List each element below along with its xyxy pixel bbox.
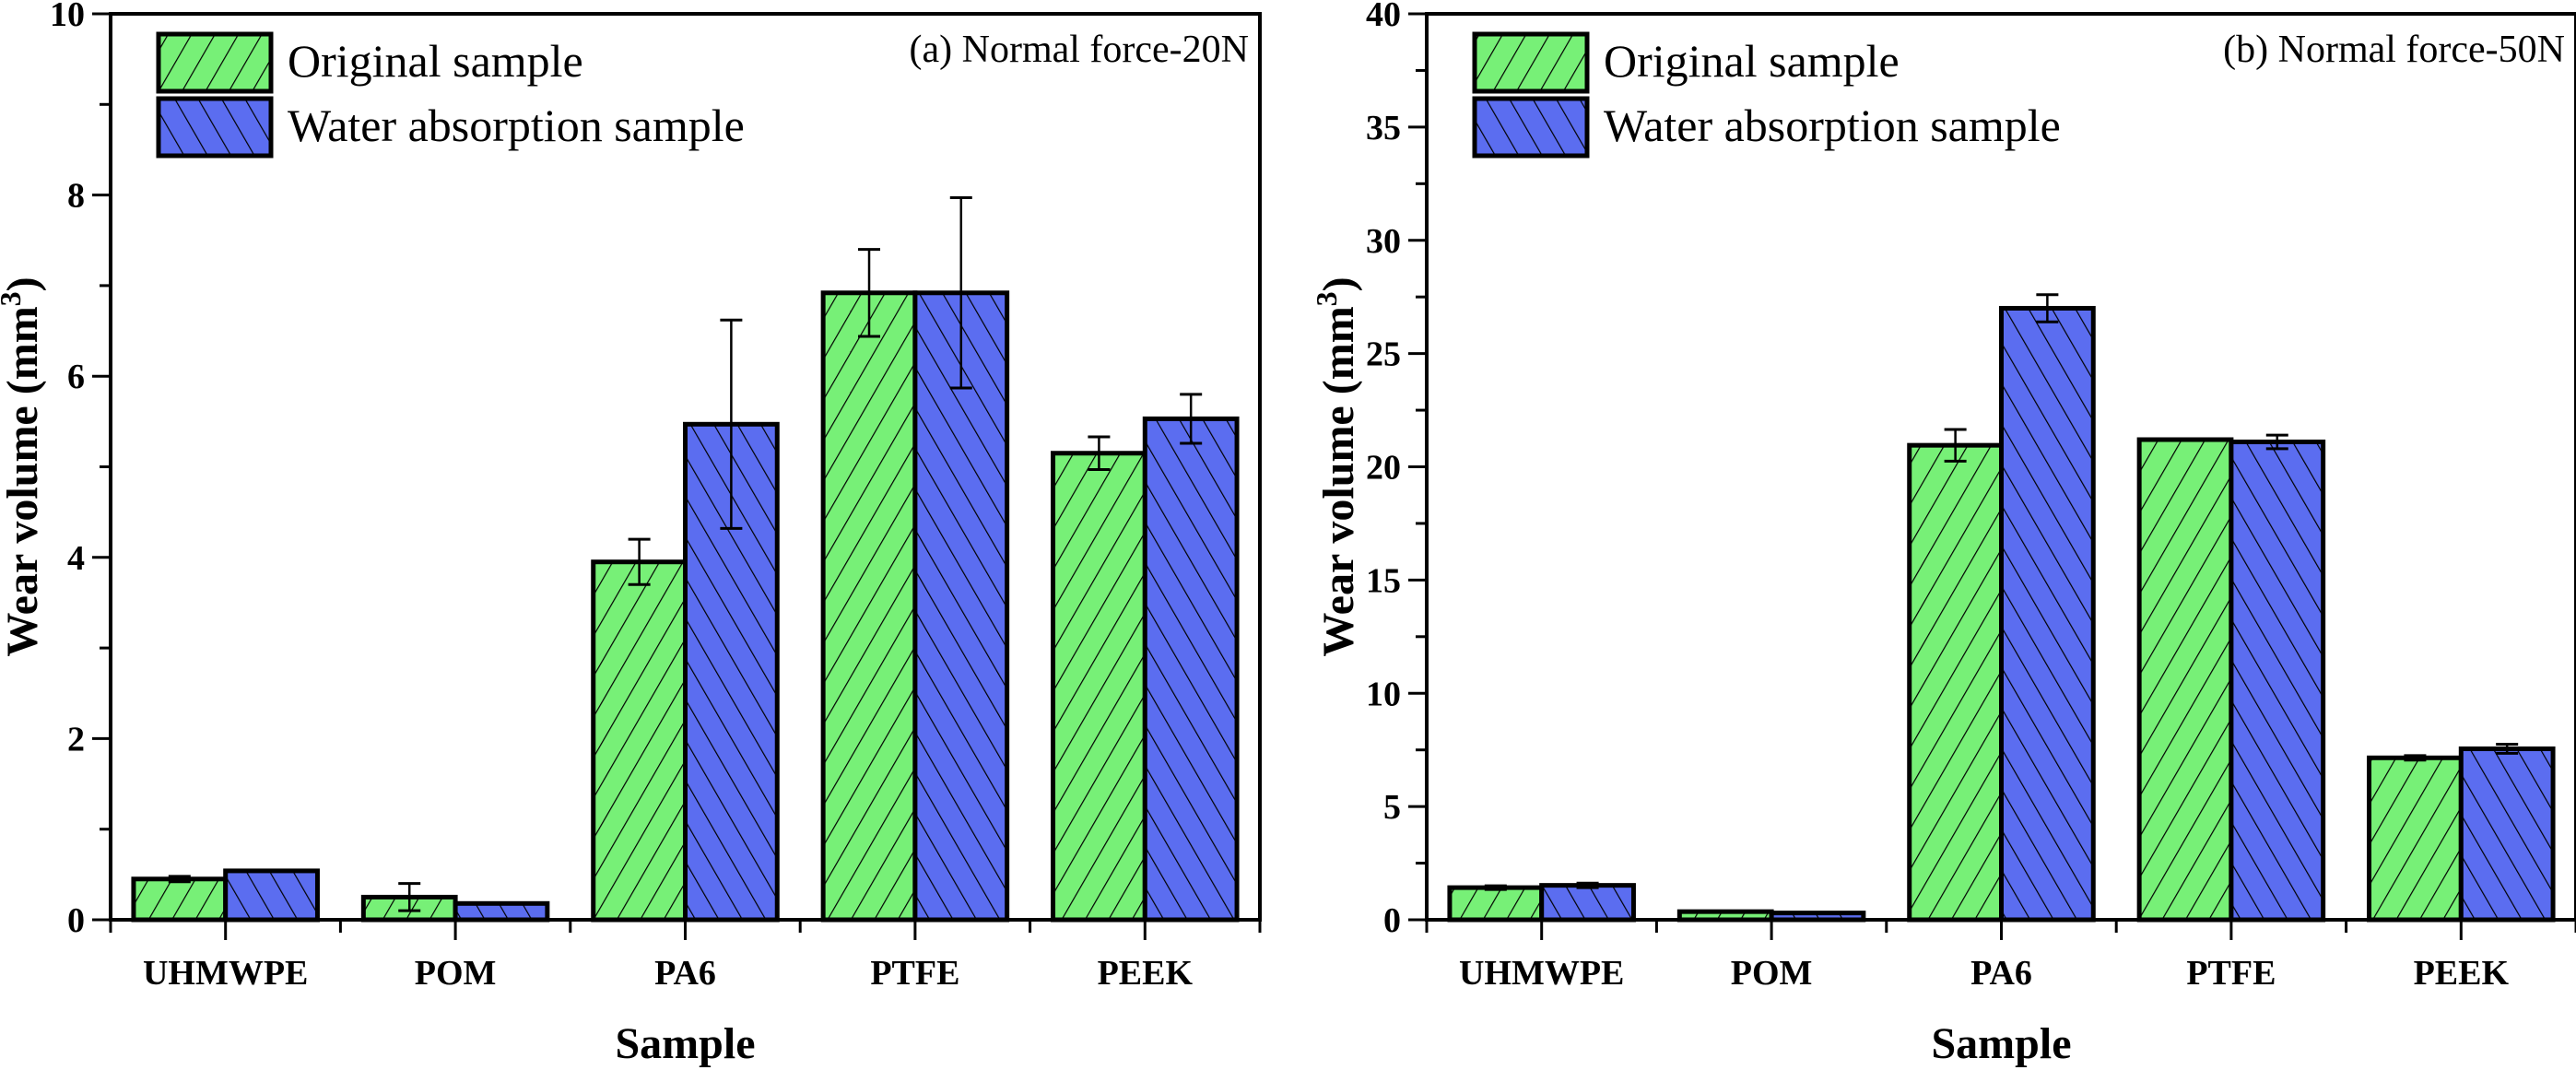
y-tick-label: 8: [67, 177, 85, 216]
x-tick-label: PA6: [1970, 954, 2032, 993]
error-bar: [720, 318, 743, 530]
bar-pa6-original: [591, 559, 688, 923]
error-bar: [858, 248, 881, 338]
error-bar: [1944, 428, 1967, 463]
y-tick-label: 40: [1366, 0, 1401, 34]
bar-uhmwpe-water: [223, 868, 320, 923]
error-bar: [168, 875, 191, 884]
y-axis-title-close: ): [0, 276, 47, 291]
y-tick-label: 0: [67, 901, 85, 940]
y-tick-label: 15: [1366, 561, 1401, 600]
panel-annotation: (a) Normal force-20N: [910, 29, 1249, 71]
legend-label: Original sample: [1604, 35, 1900, 87]
bar-peek-original: [2367, 755, 2464, 923]
legend-swatch-water: [156, 96, 274, 159]
error-bar: [1180, 393, 1203, 445]
y-axis-title-close: ): [1314, 276, 1363, 291]
y-axis-title-main: Wear volume (mm: [0, 306, 47, 656]
bar-uhmwpe-water: [1539, 883, 1636, 923]
legend-label: Water absorption sample: [1604, 100, 2061, 151]
legend-label: Water absorption sample: [288, 100, 745, 151]
y-tick-label: 2: [67, 720, 85, 758]
error-bar: [949, 196, 972, 390]
bar-ptfe-water: [2229, 439, 2326, 923]
x-axis-title: Sample: [615, 1019, 755, 1068]
x-tick-label: PEEK: [1098, 954, 1194, 993]
y-tick-label: 0: [1383, 901, 1401, 940]
bar-ptfe-original: [820, 290, 918, 923]
x-tick-label: POM: [1731, 954, 1813, 993]
bar-pom-water: [453, 900, 550, 923]
bar-peek-water: [1142, 416, 1240, 923]
bar-pa6-water: [1999, 305, 2096, 923]
y-tick-label: 20: [1366, 449, 1401, 488]
error-bar: [2265, 433, 2288, 451]
y-tick-label: 5: [1383, 788, 1401, 827]
error-bar: [1576, 881, 1599, 889]
x-tick-label: UHMWPE: [143, 954, 308, 993]
y-axis-title-sup: 3: [1310, 291, 1343, 306]
error-bar: [1088, 435, 1111, 471]
y-tick-label: 10: [50, 0, 85, 34]
x-tick-label: PEEK: [2414, 954, 2510, 993]
error-bar: [2404, 754, 2427, 762]
y-axis-title: Wear volume (mm3): [0, 276, 47, 656]
x-tick-label: PA6: [654, 954, 716, 993]
x-tick-label: UHMWPE: [1459, 954, 1624, 993]
error-bar: [2036, 293, 2059, 323]
error-bar: [2496, 743, 2519, 755]
x-tick-label: PTFE: [870, 954, 959, 993]
bar-peek-original: [1051, 451, 1147, 923]
bar-ptfe-original: [2136, 437, 2234, 923]
y-tick-label: 35: [1366, 109, 1401, 147]
legend-swatch-original: [156, 31, 274, 94]
bar-peek-water: [2458, 746, 2556, 923]
y-tick-label: 25: [1366, 335, 1401, 374]
legend-swatch-water: [1472, 96, 1590, 159]
y-axis-title-sup: 3: [0, 291, 27, 306]
y-tick-label: 4: [67, 539, 85, 578]
error-bar: [398, 882, 421, 912]
y-axis-title: Wear volume (mm3): [1310, 276, 1363, 656]
bar-pa6-original: [1907, 442, 2004, 923]
panel-b-chart: 0 5 10 15 20 25 30 35 40 UHMWPE POM PA6 PTFE PEEK Samp…: [1310, 0, 2576, 1068]
panel-a-chart: 0 2 4 6 8 10 UHMWPE POM PA6 PTFE PEEK Sample Wear vo…: [0, 0, 1262, 1068]
y-axis-title-main: Wear volume (mm: [1314, 306, 1363, 656]
x-axis-title: Sample: [1931, 1019, 2071, 1068]
y-tick-label: 30: [1366, 222, 1401, 261]
error-bar: [628, 537, 651, 586]
error-bar: [1484, 884, 1507, 891]
bar-uhmwpe-original: [1447, 885, 1545, 923]
x-tick-label: POM: [415, 954, 497, 993]
bar-uhmwpe-original: [131, 876, 229, 923]
y-tick-label: 10: [1366, 675, 1401, 713]
y-tick-label: 6: [67, 358, 85, 396]
legend-label: Original sample: [288, 35, 583, 87]
legend-swatch-original: [1472, 31, 1590, 94]
panel-annotation: (b) Normal force-50N: [2223, 29, 2565, 71]
x-tick-label: PTFE: [2186, 954, 2276, 993]
